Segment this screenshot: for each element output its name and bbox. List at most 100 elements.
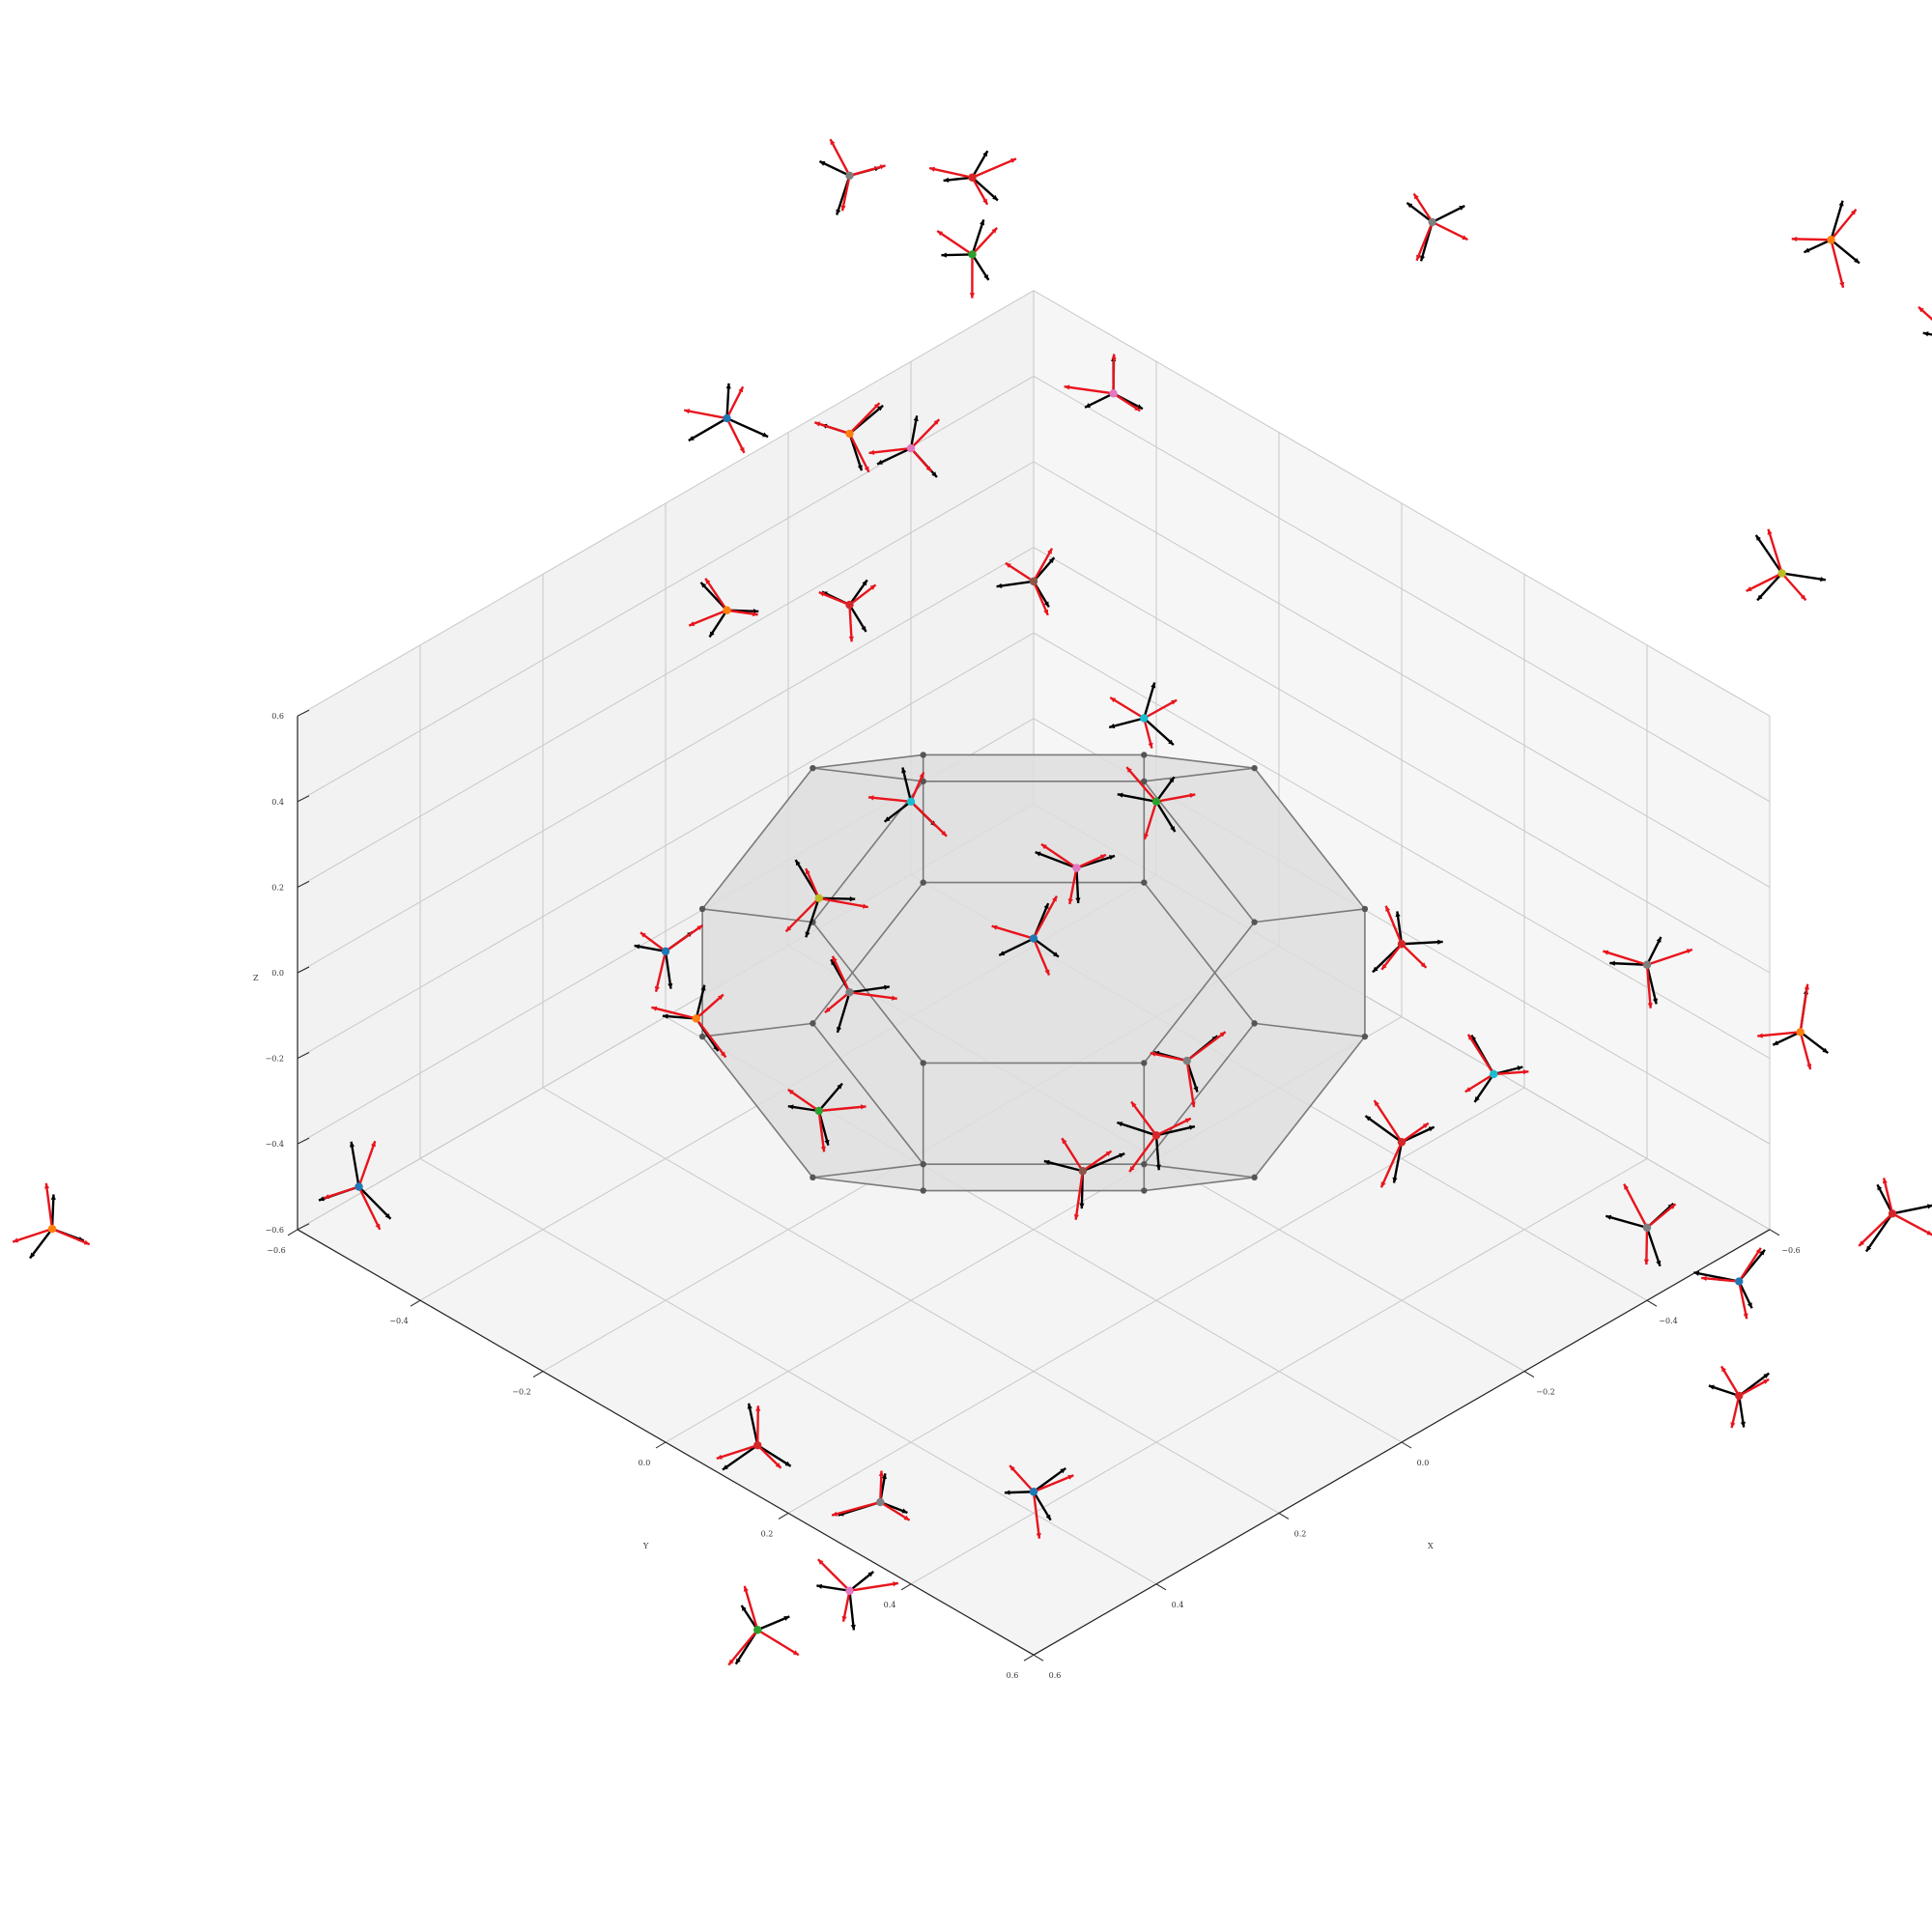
pred-axis-head [817,1559,824,1565]
solid-vertex [698,905,706,913]
gt-axis-head [1189,1124,1195,1130]
frame-origin [1140,714,1149,723]
frame-origin [753,1626,762,1634]
gt-axis [747,1403,759,1446]
gt-axis-head [913,415,919,422]
pred-axis-head [919,772,924,779]
x-tick [1278,1512,1290,1520]
y-tick [410,1299,421,1307]
pose-frame [816,1558,899,1631]
gt-axis-head [662,1013,668,1019]
gt-axis-head [1757,594,1763,601]
pose-frame [1116,1100,1196,1173]
gt-axis [1084,392,1115,409]
frame-origin [723,606,731,614]
pred-axis-head [1067,898,1073,904]
solid-edge [702,908,813,923]
pred-axis [1799,983,1809,1033]
gt-axis-head [688,436,695,441]
solid-edge [1253,767,1366,910]
x-tick [1646,1299,1658,1307]
pred-axis-head [1062,1138,1067,1145]
gt-axis-head [783,1616,790,1621]
gt-axis-head [784,1461,791,1466]
pose-frame [1791,200,1861,289]
pred-axis-head [1918,306,1924,313]
frame-origin [1151,797,1161,806]
gt-axis-head [1043,903,1049,910]
pred-axis [1799,1032,1812,1070]
pred-axis [1032,895,1059,940]
gt-axis [1756,572,1783,602]
pose-frames [12,138,1932,1666]
gt-axis-head [1804,247,1810,253]
gt-axis-head [1155,1164,1161,1171]
pose-frame [831,1470,911,1521]
pred-axis [818,590,850,607]
gt-axis-head [1838,200,1844,207]
gt-axis-head [805,931,810,938]
gt-axis-head [1820,576,1826,582]
gt-axis [971,176,999,202]
solid-vertex [1251,764,1258,772]
pose-frame [824,955,897,1034]
pred-axis-head [1073,1213,1079,1220]
pred-axis-head [785,925,792,932]
gt-axis [1143,717,1175,747]
pred-axis-head [1184,1118,1191,1123]
gt-axis-head [884,984,890,990]
pred-axis-head [1036,1533,1041,1539]
pred-axis-head [684,409,691,414]
gt-axis-head [1117,792,1123,798]
solid-vertex [920,1060,926,1066]
y-tick-label: 0.4 [884,1601,896,1609]
gt-axis [909,415,919,449]
pred-axis-head [1131,1101,1137,1108]
pred-axis [936,229,974,256]
z-axis-title: Z [253,974,259,982]
pred-axis-head [738,386,744,393]
pred-axis [727,1629,759,1666]
pred-axis-head [689,621,696,626]
pred-axis [1125,766,1157,803]
gt-axis-head [1420,255,1426,262]
gt-axis [1406,201,1434,223]
gt-axis [634,944,667,953]
gt-axis [1876,1183,1894,1214]
gt-axis [350,1141,360,1187]
gt-axis-head [29,1252,36,1259]
grid-line [910,1157,1648,1585]
pred-axis [1155,793,1196,803]
pred-axis [879,1500,911,1521]
pred-axis-head [639,932,646,938]
gt-axis [1800,1031,1830,1055]
gt-axis [357,1185,392,1220]
pred-axis [1830,209,1858,242]
gt-axis-head [668,982,673,989]
pose-frame [936,218,999,298]
pred-axis [1466,1034,1495,1075]
pred-axis-head [1171,699,1178,705]
pred-axis [1075,853,1107,869]
gt-axis-head [1136,404,1143,410]
pred-axis [848,605,853,642]
pred-axis [1064,384,1114,395]
solid-vertex [1141,1160,1148,1168]
frame-origin [968,250,977,259]
pred-axis [1005,561,1035,582]
gt-axis-head [901,1508,908,1514]
pred-axis-head [1462,235,1468,241]
pred-axis [44,1182,54,1230]
gt-axis [1082,1152,1125,1173]
solid-vertex [810,1020,816,1027]
solid-edge [702,1022,813,1037]
pred-axis [1033,1474,1074,1493]
pred-axis-head [1413,193,1419,200]
gt-axis-head [1168,739,1174,746]
solid-edge [812,1177,923,1192]
gt-axis [1864,1212,1893,1253]
pose-frame [684,383,769,454]
gt-axis-head [884,816,891,822]
pred-axis-head [864,466,869,472]
gt-axis-head [787,1104,794,1110]
